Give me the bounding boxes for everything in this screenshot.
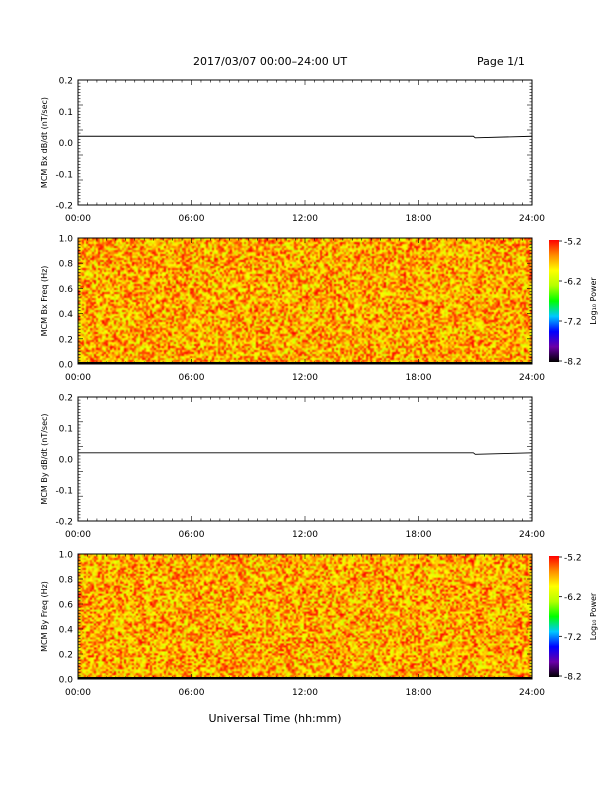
colorbar-tick-label: -7.2 (564, 318, 582, 328)
y-axis-label: MCM Bx dB/dt (nT/sec) (40, 97, 49, 188)
y-tick-label: 0.8 (59, 576, 74, 586)
x-tick-label: 18:00 (406, 530, 432, 540)
panel-2: -5.2 -6.2 -7.2 -8.2 Log₁₀ Power 00:00 06:00 12:… (40, 235, 598, 384)
panel-1: 00:00 06:00 12:00 18:00 24:00 0.2 0.1 0.0 -0.1 -0… (40, 77, 545, 225)
x-tick-label: 24:00 (519, 688, 545, 698)
y-tick-label: 0.8 (59, 260, 74, 270)
x-tick-label: 00:00 (65, 530, 91, 540)
colorbar-label: Log₁₀ Power (589, 592, 598, 640)
y-tick-label: 0.6 (59, 285, 74, 295)
colorbar-label: Log₁₀ Power (589, 277, 598, 325)
x-tick-label: 12:00 (292, 530, 318, 540)
plot-frame (77, 396, 533, 522)
colorbar (549, 556, 559, 677)
y-axis-label: MCM By dB/dt (nT/sec) (40, 413, 49, 504)
colorbar-tick-label: -5.2 (564, 554, 582, 564)
y-tick-label: -0.2 (55, 518, 73, 528)
panels: 00:00 06:00 12:00 18:00 24:00 0.2 0.1 0.0 -0.1 -0… (40, 77, 598, 699)
spectrogram-image (78, 238, 532, 364)
y-tick-label: 0.2 (59, 335, 73, 345)
panel-3: 00:00 06:00 12:00 18:00 24:00 0.2 0.1 0.0 -0.1 -0… (40, 394, 545, 541)
x-tick-label: 06:00 (179, 373, 205, 383)
colorbar-tick-label: -8.2 (564, 673, 582, 683)
y-tick-label: 0.2 (59, 394, 73, 404)
y-tick-label: 0.2 (59, 77, 73, 87)
colorbar-tick-label: -5.2 (564, 238, 582, 248)
y-tick-label: 0.0 (59, 676, 74, 686)
y-tick-label: -0.1 (55, 487, 73, 497)
x-tick-label: 18:00 (406, 214, 432, 224)
y-tick-label: -0.2 (55, 202, 73, 212)
x-tick-label: 06:00 (179, 530, 205, 540)
x-tick-label: 12:00 (292, 373, 318, 383)
page-title: 2017/03/07 00:00–24:00 UT (193, 55, 347, 68)
colorbar (549, 240, 559, 362)
y-tick-label: 0.1 (59, 425, 73, 435)
x-tick-label: 24:00 (519, 530, 545, 540)
x-tick-label: 12:00 (292, 688, 318, 698)
x-tick-label: 06:00 (179, 214, 205, 224)
plot-frame (77, 79, 533, 206)
y-tick-label: 0.6 (59, 601, 74, 611)
x-tick-label: 06:00 (179, 688, 205, 698)
x-tick-label: 18:00 (406, 688, 432, 698)
data-line (78, 452, 533, 455)
page-number: Page 1/1 (477, 55, 525, 68)
colorbar-tick-label: -6.2 (564, 593, 582, 603)
data-line (78, 135, 533, 139)
y-axis-label: MCM By Freq (Hz) (40, 581, 49, 652)
x-tick-label: 24:00 (519, 373, 545, 383)
y-tick-label: 0.0 (59, 361, 74, 371)
y-axis-label: MCM Bx Freq (Hz) (40, 266, 49, 337)
panel-4: -5.2 -6.2 -7.2 -8.2 Log₁₀ Power 00:00 06:00 12:… (40, 551, 598, 699)
colorbar-tick-label: -8.2 (564, 358, 582, 368)
y-tick-label: 1.0 (59, 551, 74, 561)
y-tick-label: 0.0 (59, 139, 74, 149)
x-tick-label: 24:00 (519, 214, 545, 224)
x-tick-label: 12:00 (292, 214, 318, 224)
y-tick-label: 1.0 (59, 235, 74, 245)
y-tick-label: 0.4 (59, 310, 74, 320)
y-tick-label: 0.0 (59, 456, 74, 466)
x-tick-label: 00:00 (65, 688, 91, 698)
x-tick-label: 18:00 (406, 373, 432, 383)
colorbar-tick-label: -6.2 (564, 278, 582, 288)
y-tick-label: 0.4 (59, 626, 74, 636)
y-tick-label: 0.1 (59, 108, 73, 118)
x-axis-label: Universal Time (hh:mm) (209, 712, 342, 725)
x-tick-label: 00:00 (65, 373, 91, 383)
y-tick-label: -0.1 (55, 170, 73, 180)
y-tick-label: 0.2 (59, 651, 73, 661)
colorbar-tick-label: -7.2 (564, 633, 582, 643)
spectrogram-image (78, 554, 532, 679)
x-tick-label: 00:00 (65, 214, 91, 224)
